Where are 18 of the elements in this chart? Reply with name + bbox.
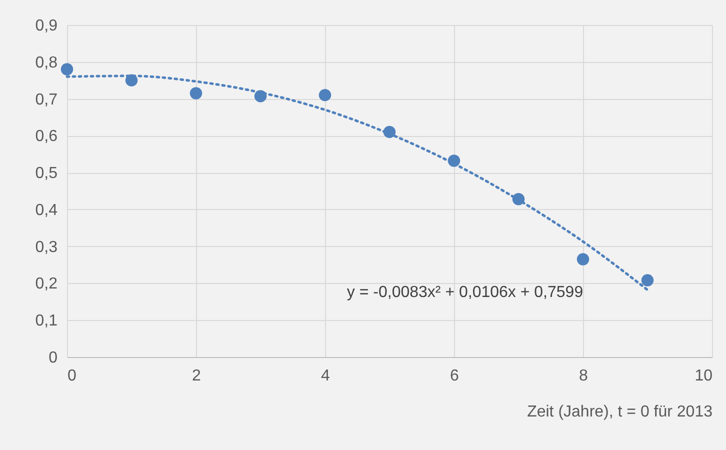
- y-tick-label: 0: [48, 350, 58, 366]
- y-tick-label: 0,2: [35, 276, 58, 293]
- y-tick-label: 0,6: [35, 128, 58, 146]
- x-tick-label: 6: [450, 368, 460, 384]
- y-tick-label: 0,9: [35, 18, 58, 34]
- y-tick-label: 0,4: [35, 202, 58, 219]
- y-tick-label: 0,1: [35, 312, 58, 330]
- x-tick-label: 10: [694, 368, 713, 384]
- y-tick-label: 0,3: [35, 238, 58, 256]
- x-tick-label: 4: [321, 368, 330, 384]
- x-axis-title: Zeit (Jahre), t = 0 für 2013: [527, 404, 713, 420]
- y-tick-label: 0,8: [35, 54, 58, 72]
- x-tick-label: 2: [192, 368, 202, 384]
- x-tick-label: 8: [579, 368, 588, 384]
- y-tick-label: 0,5: [35, 165, 58, 182]
- y-tick-label: 0,7: [35, 91, 58, 108]
- annotation: y = -0,0083x² + 0,0106x + 0,7599: [346, 284, 584, 301]
- x-tick-label: 0: [68, 368, 76, 384]
